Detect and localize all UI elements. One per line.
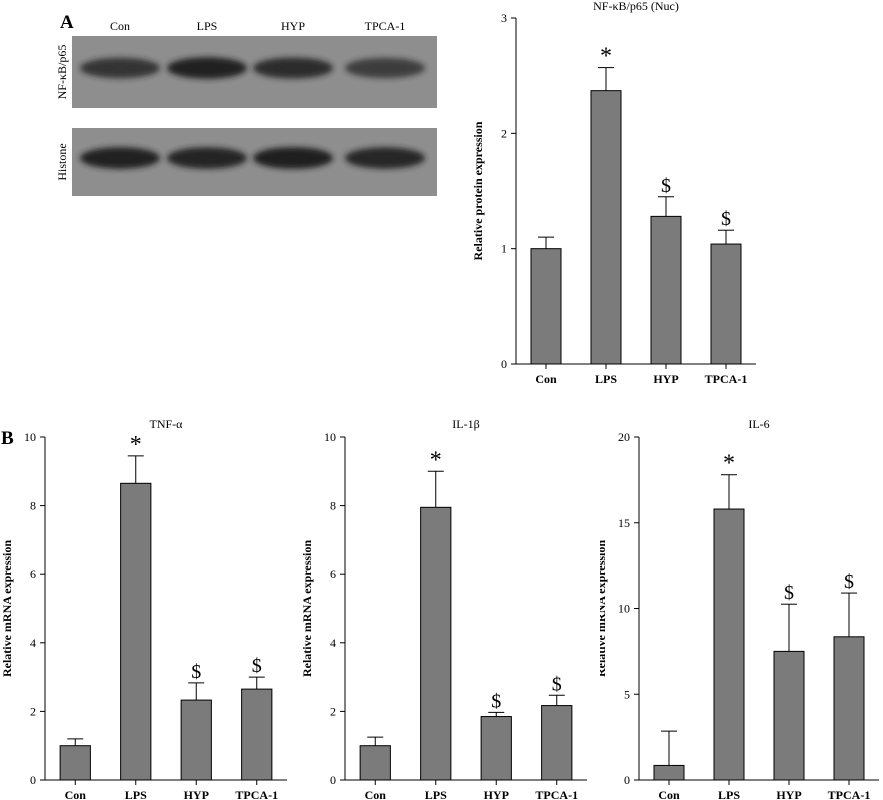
bar: [420, 506, 452, 781]
nfkb-bar-chart: NF-κB/p65 (Nuc) 0 1 2 3 Relative protein expr…: [471, 0, 756, 386]
chart-title: NF-κB/p65 (Nuc): [593, 0, 679, 13]
blot-band: [80, 147, 160, 169]
il6-bar-chart: IL-6 0 5 10 15 20 Relative mRNA expression Con *…: [600, 417, 879, 800]
tnf-bar-chart: TNF-α 0 2 4 6 8 10 Relative mRNA expression Con *…: [0, 417, 287, 800]
y-axis-label: Relative protein expression: [471, 121, 485, 260]
significance-marker: $: [784, 582, 794, 604]
chart-title: IL-1β: [452, 417, 479, 431]
significance-marker: $: [552, 673, 562, 695]
significance-marker: *: [600, 44, 612, 70]
significance-marker: $: [252, 655, 262, 677]
blot-band: [80, 57, 160, 79]
bar: [650, 215, 682, 365]
bar: [710, 243, 742, 365]
y-tick-label: 2: [330, 704, 336, 718]
x-tick-label: Con: [65, 788, 87, 800]
blot-row-label: Histone: [55, 143, 69, 180]
y-tick-label: 2: [501, 126, 507, 140]
blot-band: [345, 147, 425, 169]
y-tick-label: 10: [618, 602, 630, 616]
chart-title: TNF-α: [150, 417, 184, 431]
blot-band: [167, 57, 247, 79]
bar: [713, 508, 745, 781]
blot-band: [253, 57, 333, 79]
x-tick-label: LPS: [425, 788, 447, 800]
bar: [530, 248, 562, 365]
y-tick-label: 0: [330, 773, 336, 787]
x-tick-label: Con: [365, 788, 387, 800]
y-axis-label: Relative mRNA expression: [300, 540, 314, 677]
bar: [653, 764, 685, 781]
x-tick-label: HYP: [653, 372, 678, 386]
y-axis-label: Relative mRNA expression: [600, 540, 608, 677]
y-axis-label: Relative mRNA expression: [0, 540, 14, 677]
x-tick-label: TPCA-1: [828, 788, 871, 800]
y-tick-label: 6: [30, 567, 36, 581]
y-tick-label: 1: [501, 242, 507, 256]
bar: [541, 705, 573, 781]
bar: [833, 636, 865, 781]
y-tick-label: 6: [330, 567, 336, 581]
significance-marker: $: [491, 690, 501, 712]
y-tick-label: 0: [624, 773, 630, 787]
x-tick-label: TPCA-1: [705, 372, 748, 386]
bar: [773, 650, 805, 781]
significance-marker: *: [430, 447, 442, 473]
chart-title: IL-6: [748, 417, 769, 431]
bar: [480, 716, 512, 781]
blot-lane-label: TPCA-1: [365, 19, 406, 33]
bar: [241, 688, 273, 781]
bar: [120, 482, 152, 781]
y-tick-label: 5: [624, 687, 630, 701]
x-tick-label: TPCA-1: [535, 788, 578, 800]
panel-label-a: A: [60, 12, 74, 33]
significance-marker: $: [191, 661, 201, 683]
x-tick-label: Con: [535, 372, 557, 386]
y-tick-label: 4: [330, 636, 336, 650]
significance-marker: *: [130, 432, 142, 458]
y-tick-label: 10: [24, 430, 36, 444]
bar: [59, 745, 91, 781]
significance-marker: $: [844, 571, 854, 593]
y-tick-label: 20: [618, 430, 630, 444]
bar: [590, 90, 622, 365]
y-tick-label: 3: [501, 11, 507, 25]
x-tick-label: HYP: [184, 788, 209, 800]
blot-lane-label: Con: [110, 19, 130, 33]
panel-label-b: B: [1, 428, 14, 449]
blot-row-label: NF-κB/p65: [55, 45, 69, 100]
significance-marker: *: [723, 451, 735, 477]
y-tick-label: 2: [30, 704, 36, 718]
y-tick-label: 4: [30, 636, 36, 650]
x-tick-label: HYP: [484, 788, 509, 800]
y-tick-label: 0: [30, 773, 36, 787]
bar: [359, 745, 391, 781]
x-tick-label: LPS: [718, 788, 740, 800]
blot-band: [345, 57, 425, 79]
blot-band: [253, 147, 333, 169]
y-tick-label: 0: [501, 357, 507, 371]
western-blot: Con LPS HYP TPCA-1 NF-κB/p65 Histone: [55, 19, 437, 196]
blot-lane-label: HYP: [281, 19, 305, 33]
y-tick-label: 15: [618, 516, 630, 530]
y-tick-label: 8: [330, 499, 336, 513]
significance-marker: $: [721, 208, 731, 230]
significance-marker: $: [661, 175, 671, 197]
y-tick-label: 10: [324, 430, 336, 444]
blot-lane-label: LPS: [197, 19, 218, 33]
blot-band: [167, 147, 247, 169]
x-tick-label: TPCA-1: [235, 788, 278, 800]
il1b-bar-chart: IL-1β 0 2 4 6 8 10 Relative mRNA expression Con *…: [300, 417, 587, 800]
x-tick-label: LPS: [595, 372, 617, 386]
x-tick-label: LPS: [125, 788, 147, 800]
x-tick-label: HYP: [776, 788, 801, 800]
x-tick-label: Con: [658, 788, 680, 800]
bar: [180, 699, 212, 781]
y-tick-label: 8: [30, 499, 36, 513]
